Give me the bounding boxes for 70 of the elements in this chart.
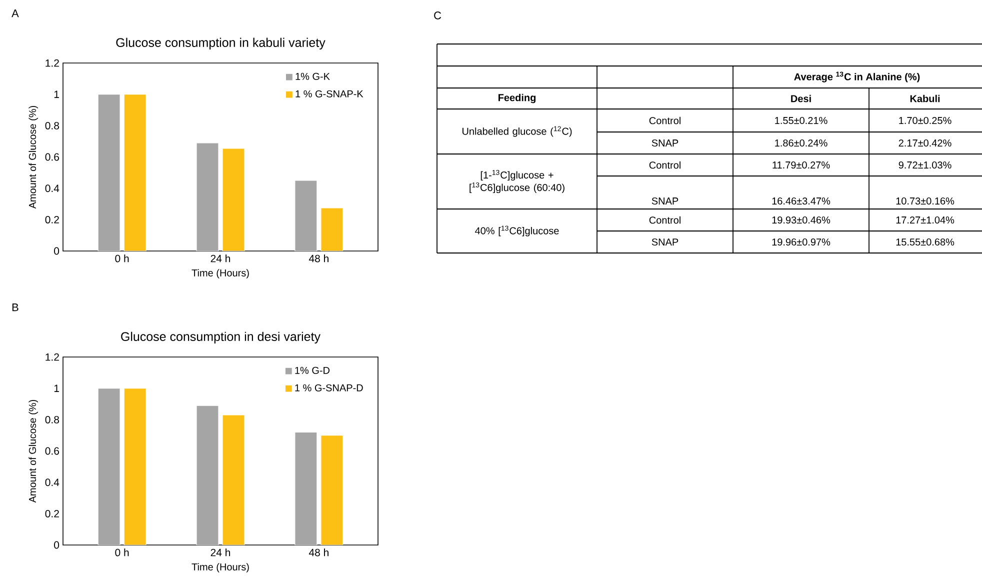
y-tick-label: 0.6 — [45, 447, 60, 455]
y-tick-label: 1 — [54, 90, 59, 98]
x-tick-label: 24 h — [210, 548, 230, 556]
x-axis-title: Time (Hours) — [192, 269, 249, 278]
legend-label: 1 % G-SNAP-D — [295, 384, 363, 392]
bar — [98, 388, 120, 546]
y-tick-label: 1.2 — [46, 59, 59, 67]
chart-title: Glucose consumption in desi variety — [121, 332, 320, 344]
text: 2.17±0.42% — [898, 139, 952, 147]
x-tick-label: 0 h — [115, 548, 129, 556]
x-tick-label: 24 h — [210, 254, 230, 262]
bar — [196, 142, 219, 252]
text: 40% [$^{13}$C6]glucose — [475, 226, 559, 236]
text: 1.55±0.21% — [775, 116, 828, 124]
text: 15.55±0.68% — [896, 238, 954, 246]
text: C — [434, 12, 442, 20]
y-tick-label: 0 — [54, 247, 60, 255]
y-tick-label: 0.8 — [45, 416, 60, 424]
y-tick-label: 0.2 — [45, 510, 59, 518]
x-tick-label: 48 h — [308, 254, 328, 262]
bar — [196, 405, 219, 546]
text: Average $^{13}$C in Alanine (%) — [794, 72, 920, 82]
text: 1.86±0.24% — [775, 139, 828, 147]
bar — [222, 148, 245, 252]
text: Kabuli — [910, 94, 940, 102]
text: Desi — [791, 94, 811, 102]
text: B — [12, 304, 18, 312]
y-tick-label: 0.8 — [45, 122, 60, 130]
text: 19.96±0.97% — [772, 238, 830, 246]
text: Feeding — [498, 94, 536, 104]
bar — [124, 94, 146, 252]
y-tick-label: 0.2 — [45, 216, 59, 224]
text: 16.46±3.47% — [772, 197, 830, 205]
bar — [294, 432, 318, 546]
chart-title: Glucose consumption in kabuli variety — [116, 38, 326, 50]
y-tick-label: 0.4 — [45, 184, 60, 192]
legend-label: 1 % G-SNAP-K — [296, 90, 364, 98]
legend-label: 1% G-K — [296, 72, 330, 80]
text: 9.72±1.03% — [898, 161, 952, 169]
y-tick-label: 1.2 — [46, 353, 59, 361]
bar — [124, 388, 146, 546]
bar — [98, 94, 120, 252]
text: Control — [649, 216, 680, 224]
y-tick-label: 1 — [54, 384, 59, 392]
text: 11.79±0.27% — [772, 161, 830, 169]
y-axis-title: Amount of Glucose (%) — [28, 106, 38, 209]
bar — [320, 208, 344, 252]
y-tick-label: 0.6 — [45, 153, 60, 161]
x-tick-label: 48 h — [308, 548, 328, 556]
text: SNAP — [652, 197, 678, 205]
y-tick-label: 0.4 — [45, 478, 60, 486]
bar — [320, 435, 344, 546]
x-axis-title: Time (Hours) — [192, 563, 249, 572]
text: Unlabelled glucose ($^{12}$C) — [462, 126, 572, 137]
text: 19.93±0.46% — [772, 216, 830, 224]
x-tick-label: 0 h — [115, 254, 129, 262]
bar — [222, 414, 245, 546]
text: Control — [649, 116, 680, 124]
text: A — [12, 10, 19, 18]
y-tick-label: 0 — [54, 541, 60, 549]
text: 17.27±1.04% — [896, 216, 954, 224]
bar — [294, 180, 318, 252]
y-axis-title: Amount of Glucose (%) — [28, 400, 38, 503]
text: SNAP — [652, 139, 678, 147]
text: Control — [649, 161, 680, 169]
text: SNAP — [652, 238, 678, 246]
text: 1.70±0.25% — [899, 116, 952, 124]
text: 10.73±0.16% — [896, 197, 954, 205]
legend-label: 1% G-D — [295, 366, 330, 374]
text: [1-$^{13}$C]glucose + [$^{13}$C6]glucose (60:40) — [470, 170, 564, 194]
